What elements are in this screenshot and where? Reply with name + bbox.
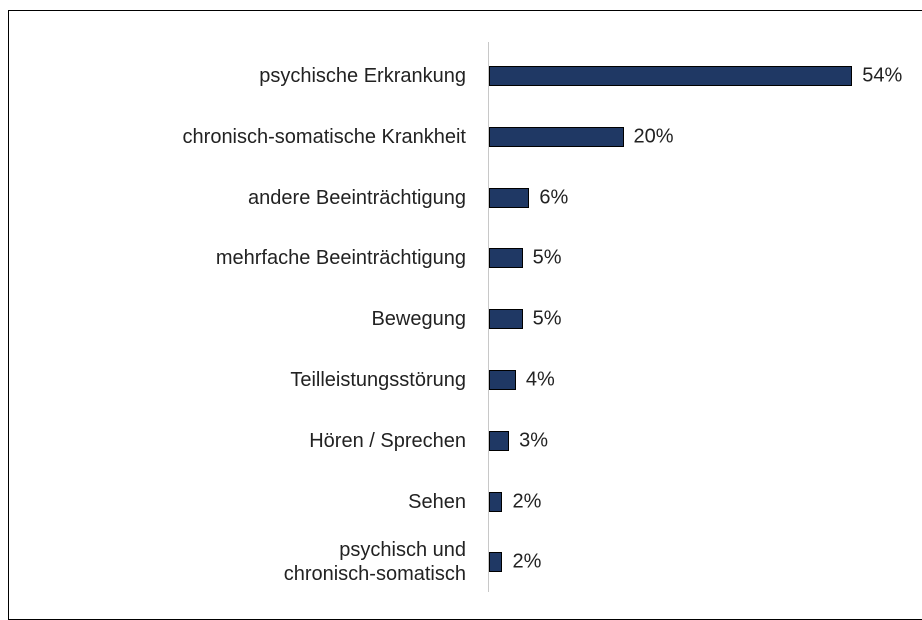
value-label: 6%	[539, 186, 569, 209]
category-label: psychisch und chronisch-somatisch	[283, 539, 466, 586]
bar	[489, 552, 503, 573]
category-label: Teilleistungsstörung	[290, 369, 466, 391]
category-axis	[488, 42, 489, 592]
bar	[489, 187, 530, 208]
value-label: 54%	[862, 64, 903, 87]
value-label: 20%	[633, 125, 674, 148]
value-label: 3%	[519, 429, 549, 452]
category-label: chronisch-somatische Krankheit	[182, 125, 466, 148]
category-label: Bewegung	[371, 308, 466, 331]
bar	[489, 370, 516, 390]
value-label: 2%	[512, 550, 542, 573]
bar	[489, 430, 510, 451]
category-label: psychische Erkrankung	[259, 65, 466, 87]
category-label: Hören / Sprechen	[309, 429, 466, 452]
category-label: mehrfache Beeinträchtigung	[215, 247, 466, 270]
bar	[489, 491, 503, 512]
bar	[489, 309, 523, 330]
value-label: 5%	[532, 246, 562, 269]
category-label: andere Beeinträchtigung	[248, 186, 466, 209]
bar	[489, 126, 624, 147]
value-label: 5%	[532, 307, 562, 330]
bar	[489, 248, 523, 269]
category-label: Sehen	[408, 490, 466, 513]
value-label: 4%	[525, 368, 555, 391]
value-label: 2%	[512, 490, 542, 513]
bar	[489, 66, 853, 86]
